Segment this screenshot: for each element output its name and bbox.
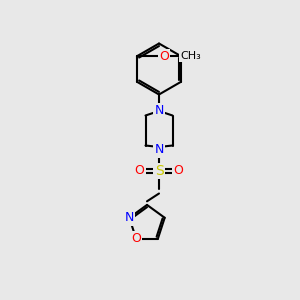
Text: N: N (124, 211, 134, 224)
Text: O: O (135, 164, 144, 178)
Text: O: O (159, 50, 169, 63)
Text: N: N (154, 104, 164, 118)
Text: S: S (154, 164, 164, 178)
Text: O: O (174, 164, 183, 178)
Text: N: N (154, 143, 164, 157)
Text: O: O (131, 232, 141, 245)
Text: CH₃: CH₃ (181, 51, 201, 61)
